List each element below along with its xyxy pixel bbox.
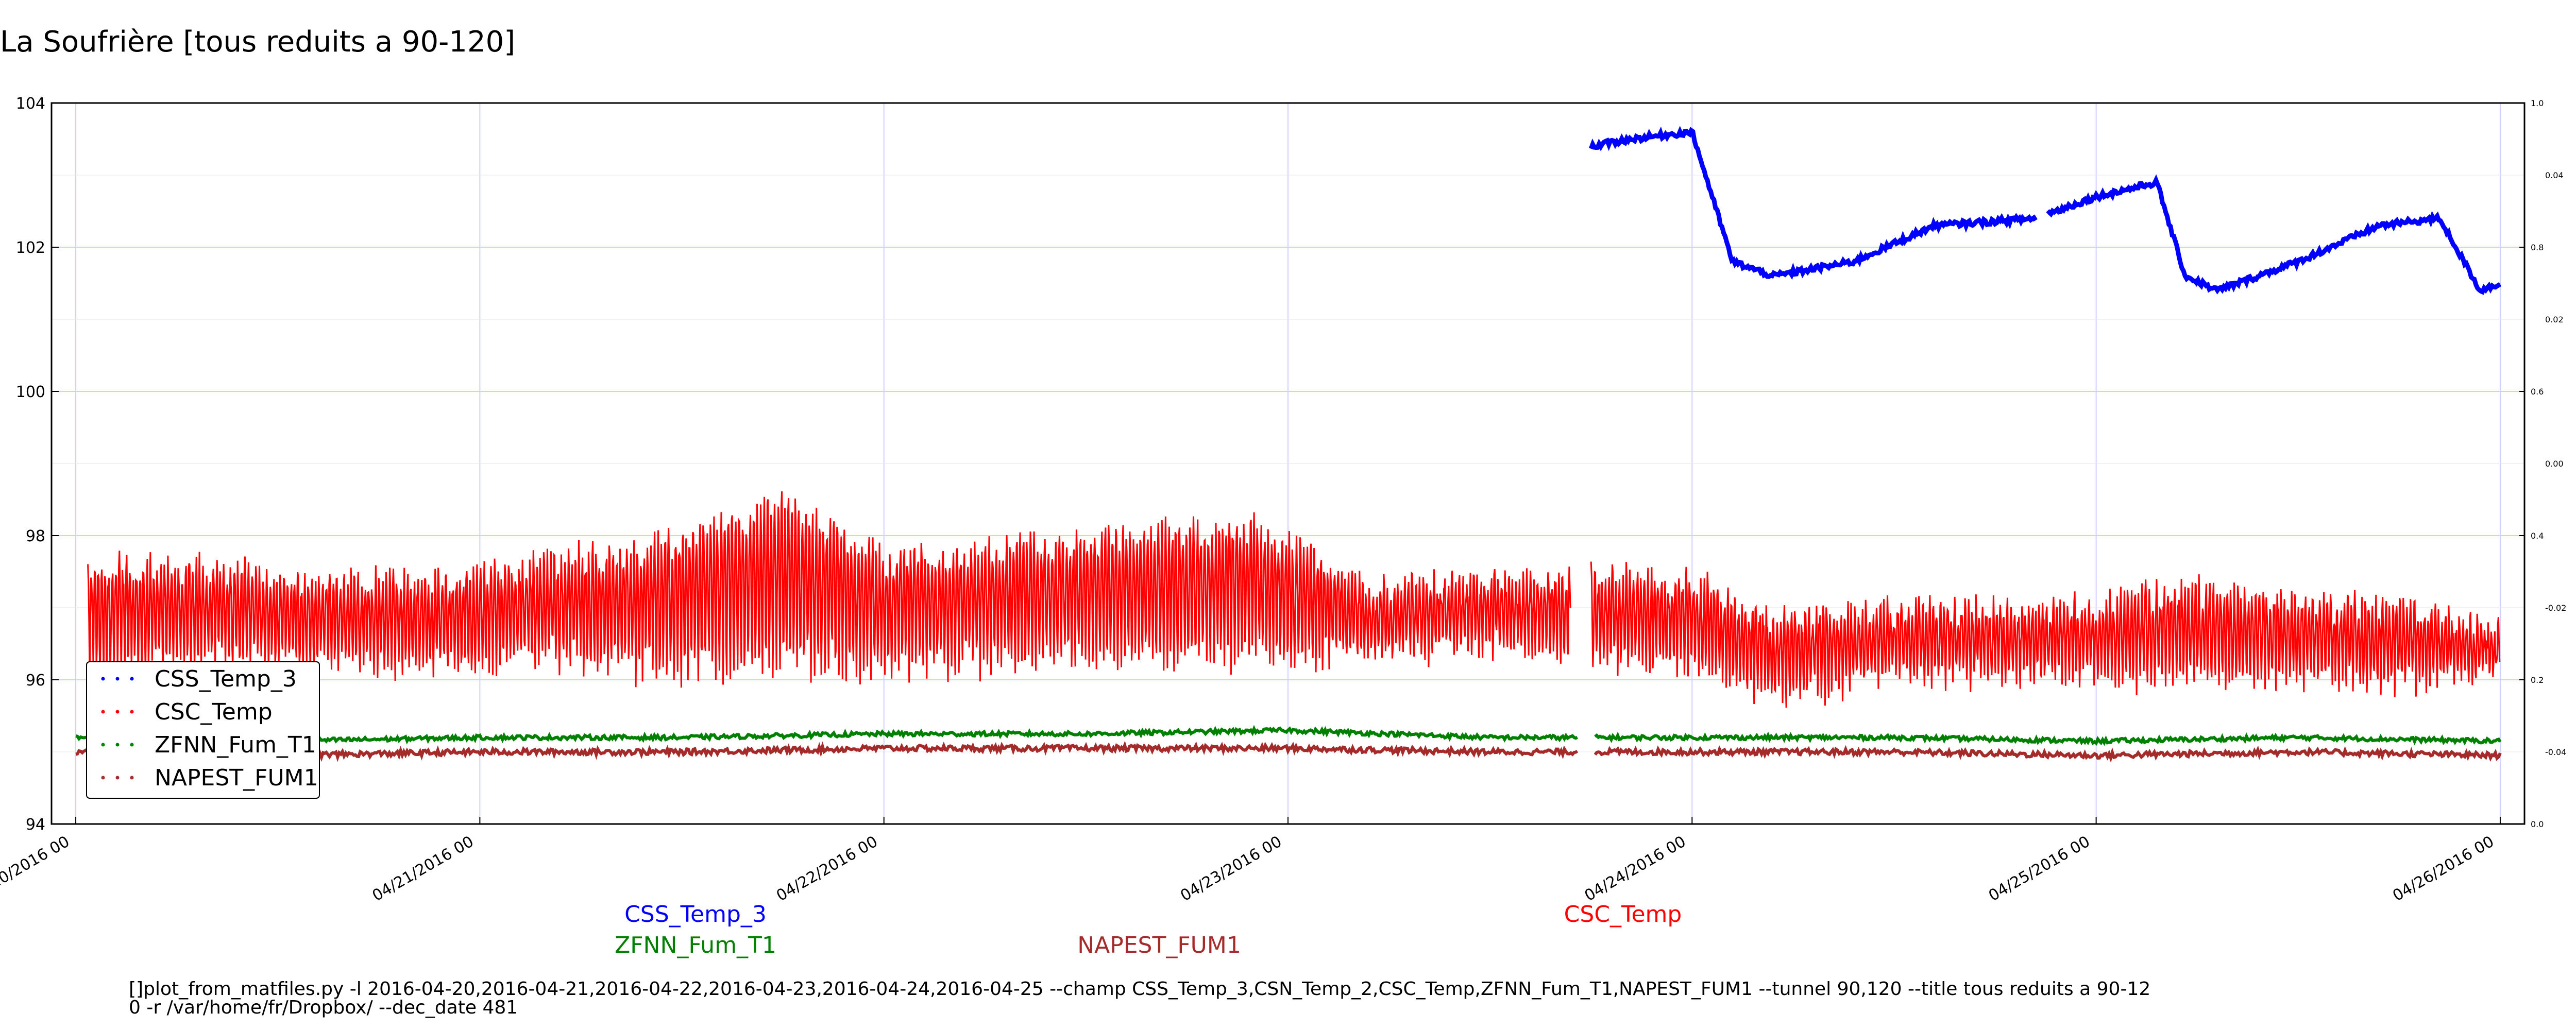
- legend-marker: [115, 710, 120, 714]
- legend-marker: [115, 677, 120, 681]
- right-inner-tick-label: 0.02: [2545, 315, 2564, 324]
- legend-marker: [101, 743, 105, 747]
- command-line-2: 0 -r /var/home/fr/Dropbox/ --dec_date 48…: [129, 997, 518, 1018]
- command-line-1: []plot_from_matfiles.py -l 2016-04-20,20…: [129, 978, 2150, 1000]
- right-tick-label: 1.0: [2531, 98, 2544, 108]
- y-tick-label: 100: [16, 383, 45, 401]
- legend-marker: [115, 743, 120, 747]
- x-tick-label: 04/22/2016 00: [773, 833, 881, 905]
- series-line: [1594, 745, 2502, 763]
- right-tick-label: 0.0: [2531, 819, 2544, 829]
- legend-item: NAPEST_FUM1: [101, 765, 318, 791]
- legend-label: CSC_Temp: [155, 699, 273, 725]
- series-line: [1590, 561, 2501, 708]
- series-napest-fum1: [75, 741, 2502, 763]
- legend-marker: [101, 776, 105, 780]
- y-tick-label: 96: [26, 672, 45, 690]
- right-tick-label: 0.4: [2531, 531, 2544, 541]
- legend-marker: [130, 677, 134, 681]
- series-css-temp-3: [1588, 126, 2502, 295]
- legend-marker: [101, 710, 105, 714]
- legend-item: CSC_Temp: [101, 699, 273, 725]
- right-inner-tick-label: 0.00: [2545, 459, 2564, 469]
- x-tick-label: 04/23/2016 00: [1177, 833, 1285, 905]
- right-tick-label: 0.2: [2531, 675, 2544, 685]
- legend-label: ZFNN_Fum_T1: [155, 732, 316, 758]
- right-inner-tick-label: -0.04: [2545, 747, 2566, 757]
- x-tick-label: 04/25/2016 00: [1986, 833, 2093, 905]
- chart-title: La Soufrière [tous reduits a 90-120]: [0, 25, 515, 59]
- y-tick-label: 104: [16, 95, 45, 113]
- series-line: [1588, 126, 2038, 280]
- right-tick-label: 0.6: [2531, 387, 2544, 397]
- right-inner-tick-label: 0.04: [2545, 170, 2564, 180]
- legend-marker: [101, 677, 105, 681]
- series-csc-temp: [87, 491, 2501, 708]
- series-line: [75, 725, 1579, 747]
- right-tick-label: 0.8: [2531, 243, 2544, 252]
- series-line: [87, 491, 1571, 688]
- legend-marker: [115, 776, 120, 780]
- right-inner-tick-label: -0.02: [2545, 603, 2566, 613]
- x-tick-label: 04/20/2016 00: [0, 833, 73, 905]
- legend-item: CSS_Temp_3: [101, 666, 297, 692]
- x-tick-label: 04/26/2016 00: [2389, 833, 2497, 905]
- x-tick-label: 04/24/2016 00: [1582, 833, 1689, 905]
- x-tick-label: 04/21/2016 00: [369, 833, 477, 905]
- legend: CSS_Temp_3 CSC_Temp ZFNN_Fum_T1 NAPEST_FUM1: [86, 661, 320, 799]
- series-line: [1594, 731, 2502, 746]
- legend-label: NAPEST_FUM1: [155, 765, 318, 791]
- series-zfnn-fum-t1: [75, 725, 2502, 747]
- series-label-css-temp-3: CSS_Temp_3: [624, 901, 767, 928]
- legend-marker: [130, 776, 134, 780]
- legend-marker: [130, 743, 134, 747]
- y-tick-label: 94: [26, 816, 45, 834]
- y-tick-label: 102: [16, 239, 45, 257]
- series-line: [75, 741, 1579, 762]
- legend-marker: [130, 710, 134, 714]
- series-label-zfnn-fum-t1: ZFNN_Fum_T1: [615, 932, 776, 958]
- legend-box: [86, 661, 320, 799]
- series-line: [2046, 174, 2502, 295]
- legend-item: ZFNN_Fum_T1: [101, 732, 316, 758]
- series-label-napest-fum1: NAPEST_FUM1: [1077, 932, 1241, 958]
- series-label-csc-temp: CSC_Temp: [1564, 901, 1682, 928]
- y-tick-label: 98: [26, 527, 45, 545]
- series-layer: [75, 126, 2502, 763]
- legend-label: CSS_Temp_3: [155, 666, 297, 692]
